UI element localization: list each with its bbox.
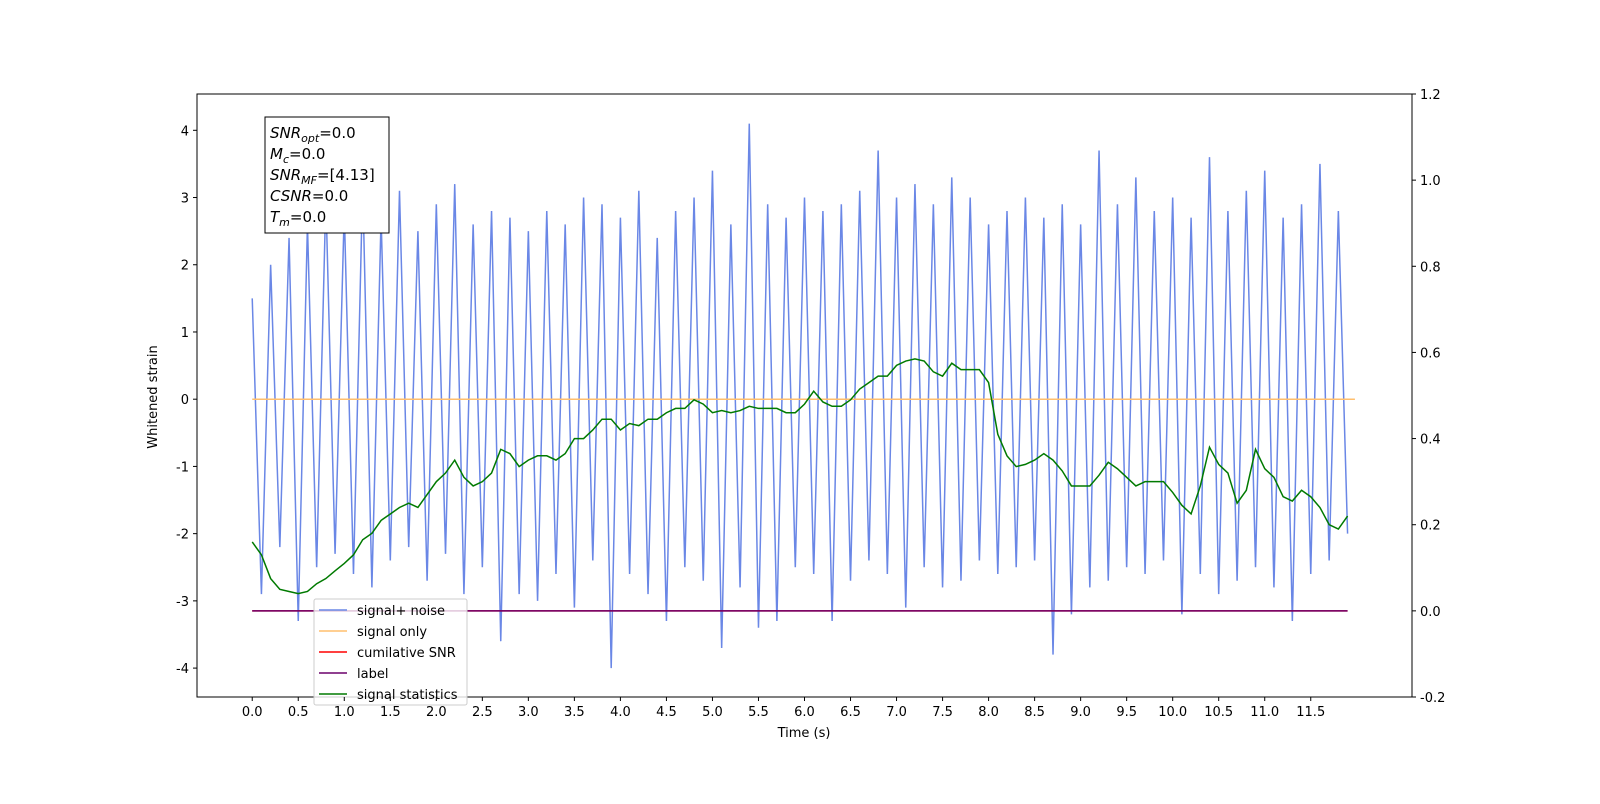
annotation-subscript: MF bbox=[301, 174, 317, 187]
y2-tick-label: 0.0 bbox=[1420, 605, 1441, 620]
y-tick-label: 1 bbox=[181, 326, 189, 341]
y2-tick-label: 1.2 bbox=[1420, 88, 1441, 103]
x-tick-label: 6.5 bbox=[840, 705, 861, 720]
x-tick-label: 8.0 bbox=[978, 705, 999, 720]
annotation-line: Tm=0.0 bbox=[270, 208, 326, 229]
x-tick-label: 7.0 bbox=[886, 705, 907, 720]
x-tick-label: 1.5 bbox=[380, 705, 401, 720]
legend-label: signal+ noise bbox=[357, 604, 445, 619]
x-tick-label: 3.0 bbox=[518, 705, 539, 720]
annotation-subscript: c bbox=[283, 153, 289, 166]
legend-label: signal only bbox=[357, 625, 427, 640]
x-tick-label: 11.0 bbox=[1250, 705, 1279, 720]
annotation-subscript: opt bbox=[301, 132, 320, 145]
x-tick-label: 1.0 bbox=[334, 705, 355, 720]
x-tick-label: 4.5 bbox=[656, 705, 677, 720]
annotation-line: Mc=0.0 bbox=[270, 145, 325, 166]
y2-tick-label: -0.2 bbox=[1420, 691, 1445, 706]
legend-label: cumilative SNR bbox=[357, 646, 456, 661]
x-tick-label: 7.5 bbox=[932, 705, 953, 720]
y-axis-label: Whitened strain bbox=[146, 345, 161, 448]
series-line bbox=[251, 358, 1349, 595]
x-tick-label: 2.5 bbox=[472, 705, 493, 720]
y-tick-label: 3 bbox=[181, 192, 189, 207]
annotation-symbol: SNR bbox=[270, 124, 301, 142]
annotation-symbol: SNR bbox=[270, 166, 301, 184]
annotation-value: =0.0 bbox=[312, 187, 348, 205]
y-tick-label: -2 bbox=[176, 528, 189, 543]
annotation-subscript: m bbox=[279, 216, 290, 229]
y-tick-label: 4 bbox=[181, 124, 189, 139]
x-tick-label: 5.0 bbox=[702, 705, 723, 720]
x-tick-label: 5.5 bbox=[748, 705, 769, 720]
annotation-symbol: CSNR bbox=[270, 187, 312, 205]
legend-frame bbox=[313, 598, 468, 706]
x-tick-label: 11.5 bbox=[1296, 705, 1325, 720]
annotation-symbol: M bbox=[270, 145, 283, 163]
x-tick-label: 10.0 bbox=[1158, 705, 1187, 720]
y2-tick-label: 1.0 bbox=[1420, 174, 1441, 189]
annotation-frame bbox=[264, 116, 390, 234]
annotation-value: =0.0 bbox=[319, 124, 355, 142]
y2-tick-label: 0.6 bbox=[1420, 346, 1441, 361]
y2-tick-label: 0.2 bbox=[1420, 519, 1441, 534]
annotation-value: =[4.13] bbox=[317, 166, 375, 184]
annotation-value: =0.0 bbox=[290, 208, 326, 226]
annotation-symbol: T bbox=[270, 208, 281, 226]
x-tick-label: 8.5 bbox=[1024, 705, 1045, 720]
annotation-line: SNRopt=0.0 bbox=[270, 124, 356, 145]
y-tick-label: 2 bbox=[181, 259, 189, 274]
y2-tick-label: 0.8 bbox=[1420, 260, 1441, 275]
legend: signal+ noise signal only cumilative SNR la… bbox=[313, 598, 468, 706]
annotation-line: SNRMF=[4.13] bbox=[270, 166, 375, 187]
x-tick-label: 9.5 bbox=[1116, 705, 1137, 720]
annotation-box: SNRopt=0.0Mc=0.0SNRMF=[4.13]CSNR=0.0Tm=0… bbox=[264, 116, 390, 234]
legend-label: signal statistics bbox=[357, 688, 458, 703]
x-tick-label: 4.0 bbox=[610, 705, 631, 720]
legend-label: label bbox=[357, 667, 388, 682]
series-line bbox=[251, 123, 1349, 669]
y2-tick-label: 0.4 bbox=[1420, 433, 1441, 448]
annotation-value: =0.0 bbox=[289, 145, 325, 163]
annotation-line: CSNR=0.0 bbox=[270, 187, 348, 205]
y-tick-label: -4 bbox=[176, 662, 189, 677]
x-tick-label: 0.0 bbox=[242, 705, 263, 720]
x-tick-label: 6.0 bbox=[794, 705, 815, 720]
x-tick-label: 3.5 bbox=[564, 705, 585, 720]
y-tick-label: -1 bbox=[176, 460, 189, 475]
x-tick-label: 0.5 bbox=[288, 705, 309, 720]
x-axis-label: Time (s) bbox=[777, 726, 831, 741]
x-tick-label: 2.0 bbox=[426, 705, 447, 720]
y-tick-label: -3 bbox=[176, 595, 189, 610]
x-tick-label: 9.0 bbox=[1070, 705, 1091, 720]
y-tick-label: 0 bbox=[181, 393, 189, 408]
x-tick-label: 10.5 bbox=[1204, 705, 1233, 720]
